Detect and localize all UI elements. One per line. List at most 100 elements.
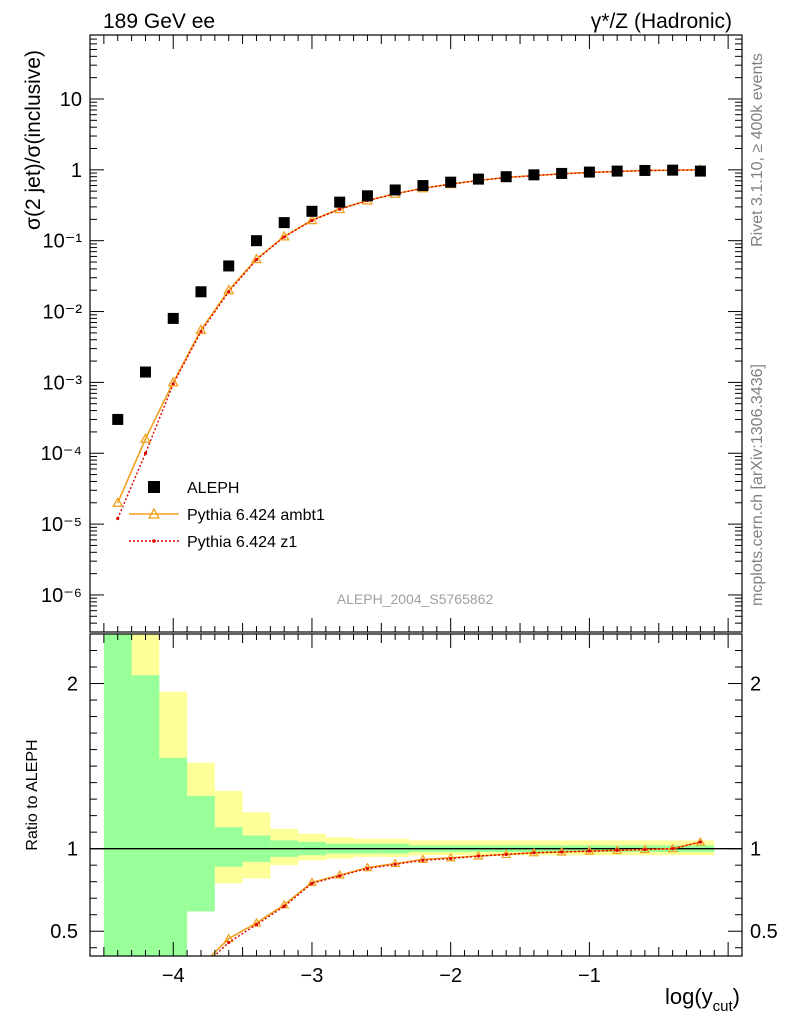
band-segment — [187, 795, 215, 912]
data-point-aleph — [528, 169, 540, 181]
ratio-point — [417, 854, 428, 864]
ratio-point — [282, 904, 286, 909]
legend: ALEPH Pythia 6.424 ambt1 Pythia 6.424 z1 — [129, 480, 325, 551]
watermark: ALEPH_2004_S5765862 — [337, 591, 494, 607]
mc-point-z1 — [199, 330, 203, 334]
band-segment — [103, 634, 132, 956]
ratio-point — [199, 967, 202, 970]
ratio-point — [116, 1006, 119, 1009]
ratio-point — [587, 849, 592, 853]
ratio-point — [169, 989, 177, 996]
side-label-rivet: Rivet 3.1.10, ≥ 400k events — [749, 53, 766, 247]
ratio-point — [671, 847, 675, 851]
mc-point-z1 — [338, 207, 342, 211]
ratio-point — [227, 940, 231, 945]
ratio-point — [501, 849, 512, 859]
data-point-aleph — [639, 164, 651, 176]
ratio-point — [445, 852, 456, 862]
data-point-aleph — [334, 196, 346, 208]
band-segment — [159, 757, 188, 956]
y-tick-label: 10⁻⁵ — [41, 514, 82, 536]
ratio-point — [643, 847, 647, 852]
data-point-aleph — [250, 235, 262, 247]
side-label-mcplots: mcplots.cern.ch [arXiv:1306.3436] — [749, 364, 766, 606]
mc-point-ambt1 — [139, 432, 152, 443]
mc-point-ambt1 — [167, 376, 179, 387]
data-point-aleph — [500, 171, 512, 183]
data-point-aleph — [556, 167, 568, 179]
ratio-point — [197, 962, 205, 969]
ratio-point — [144, 1000, 147, 1003]
ratio-point — [254, 923, 259, 927]
main-curves — [112, 164, 706, 521]
x-tick-label: −2 — [439, 965, 462, 987]
data-point-aleph — [112, 413, 124, 425]
mc-point-ambt1 — [223, 284, 235, 295]
ratio-point — [449, 856, 453, 861]
ratio-point — [560, 850, 564, 854]
x-tick-label: −4 — [162, 965, 185, 987]
data-point-aleph — [445, 176, 457, 188]
legend-label: ALEPH — [187, 480, 239, 497]
ratio-y-tick-label-right: 2 — [750, 674, 761, 696]
title-left: 189 GeV ee — [103, 10, 215, 33]
data-point-aleph — [278, 217, 290, 229]
legend-marker-ambt1 — [147, 507, 161, 519]
mc-point-z1 — [143, 451, 148, 455]
y-tick-label: 10⁻¹ — [43, 231, 83, 253]
x-axis-label-close: ) — [733, 984, 740, 1009]
mc-point-ambt1 — [278, 230, 290, 241]
ratio-y-tick-label: 2 — [67, 674, 78, 696]
ratio-frame — [89, 633, 743, 957]
ratio-y-tick-label: 1 — [67, 839, 78, 861]
mc-line — [117, 169, 701, 519]
ratio-point — [532, 851, 536, 855]
ratio-point — [172, 993, 175, 996]
x-axis-label-main: log(y — [665, 984, 713, 1009]
y-tick-label: 10⁻³ — [43, 372, 83, 394]
ratio-point — [338, 874, 342, 878]
mc-point-ambt1 — [250, 253, 263, 264]
ratio-point — [473, 850, 484, 860]
x-axis-label-sub: cut — [713, 998, 734, 1015]
ratio-point — [306, 877, 317, 887]
legend-marker-aleph — [148, 481, 160, 493]
data-point-aleph — [361, 190, 373, 202]
ratio-panel: 0.5 0.5 1 1 2 2 −4 −3 −2 −1 — [50, 633, 778, 1009]
y-axis-label: σ(2 jet)/σ(inclusive) — [22, 50, 45, 230]
ratio-point — [698, 840, 702, 844]
main-panel: 10⁻⁶ 10⁻⁵ 10⁻⁴ 10⁻³ 10⁻² 10⁻¹ 1 10 ALEPH Pythia 6… — [41, 34, 743, 633]
ratio-point — [365, 866, 370, 871]
ratio-point — [362, 862, 373, 872]
mc-point-ambt1 — [195, 324, 207, 335]
y-tick-label: 10 — [60, 89, 82, 111]
y-tick-label: 10⁻² — [43, 302, 83, 324]
ratio-point — [476, 854, 481, 858]
ratio-point — [334, 869, 345, 879]
y-tick-label: 10⁻⁶ — [41, 585, 82, 607]
ratio-y-tick-label: 0.5 — [50, 921, 78, 943]
title-right: γ*/Z (Hadronic) — [591, 10, 732, 33]
ratio-point — [390, 858, 401, 868]
ratio-y-tick-label-right: 0.5 — [750, 921, 778, 943]
uncertainty-bands — [103, 634, 715, 956]
ratio-point — [310, 881, 314, 885]
data-point-aleph — [223, 260, 235, 272]
data-point-aleph — [139, 366, 151, 378]
mc-line — [117, 169, 701, 504]
mc-point-z1 — [310, 218, 314, 223]
mc-point-z1 — [227, 290, 231, 294]
legend-marker-z1 — [152, 539, 156, 543]
ratio-point — [504, 852, 508, 857]
ratio-y-tick-label-right: 1 — [750, 839, 761, 861]
data-point-aleph — [583, 166, 595, 178]
x-tick-label: −1 — [578, 965, 601, 987]
x-tick-label: −3 — [301, 965, 324, 987]
ratio-y-axis-label: Ratio to ALEPH — [24, 739, 41, 850]
ratio-point — [421, 858, 425, 862]
data-point-aleph — [389, 184, 401, 196]
band-segment — [214, 827, 243, 867]
mc-point-z1 — [254, 258, 259, 262]
data-point-aleph — [667, 164, 679, 176]
